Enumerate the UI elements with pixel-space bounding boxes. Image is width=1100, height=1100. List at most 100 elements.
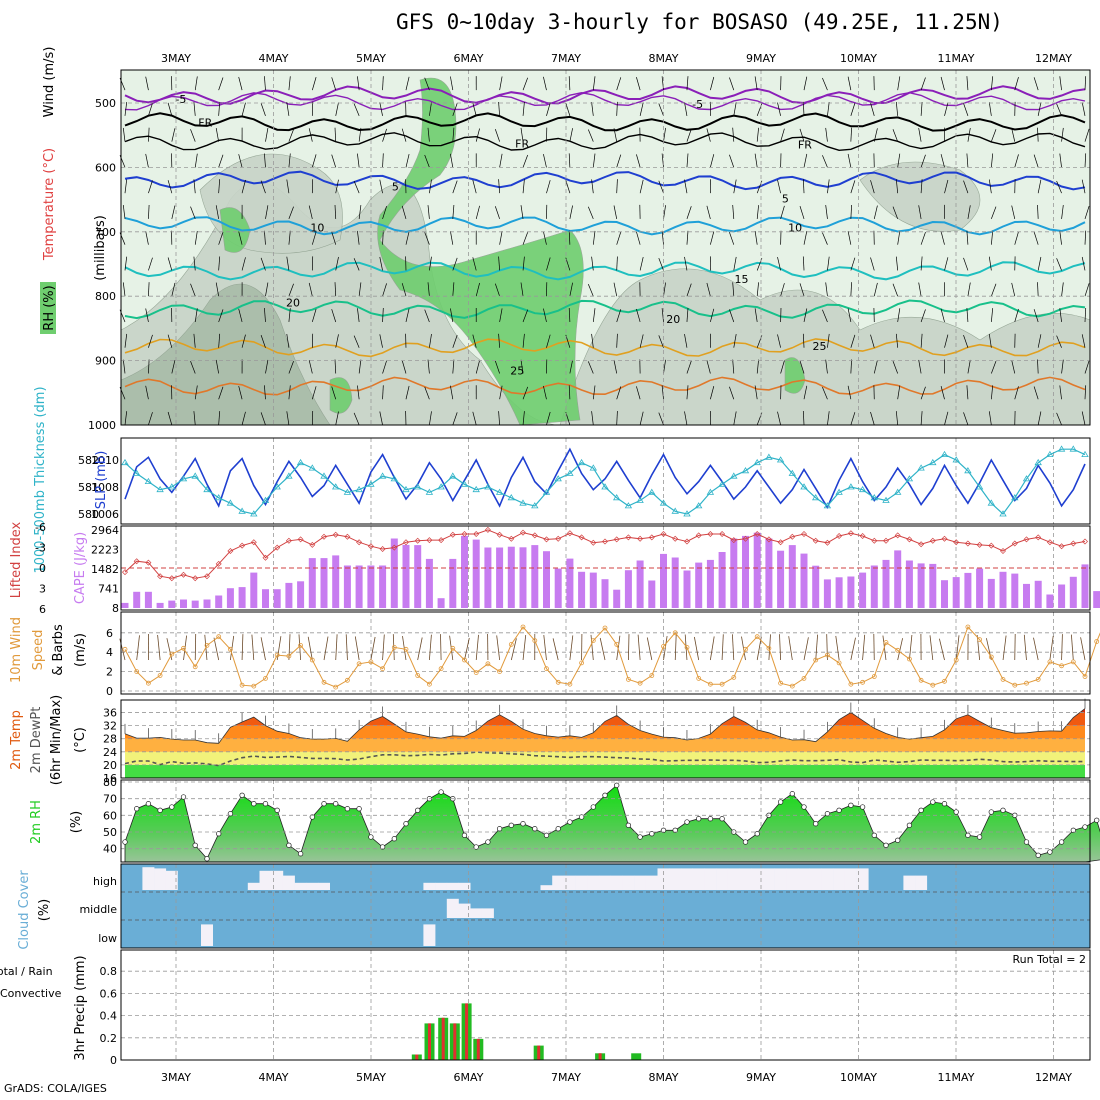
cape-bar bbox=[1081, 564, 1089, 608]
wind-barb bbox=[802, 410, 805, 426]
slp-tick-label: 1010 bbox=[91, 454, 119, 467]
wind-speed-marker bbox=[766, 645, 772, 651]
wind-barb bbox=[543, 385, 547, 400]
lifted-index-marker bbox=[602, 538, 608, 545]
cloud-cell-high bbox=[318, 882, 330, 890]
wind-barb bbox=[193, 333, 196, 348]
isotherm-line bbox=[124, 216, 1086, 236]
isotherm-line bbox=[124, 299, 1086, 320]
thickness-marker bbox=[847, 483, 855, 490]
wind-barb bbox=[308, 360, 313, 374]
precip-convective-bar bbox=[476, 1038, 480, 1060]
wind-barb-10m bbox=[1023, 634, 1027, 661]
wind-barb bbox=[918, 359, 922, 374]
thickness-marker bbox=[507, 494, 516, 501]
wind-barb bbox=[729, 77, 735, 91]
thickness-marker bbox=[718, 480, 726, 487]
wind-barb bbox=[710, 154, 715, 168]
lifted-index-marker bbox=[894, 532, 901, 539]
wind-barb bbox=[472, 334, 477, 348]
wind-barb bbox=[424, 309, 430, 323]
wind-barb bbox=[357, 385, 360, 400]
cape-bar bbox=[332, 555, 340, 608]
rh-marker bbox=[719, 816, 725, 822]
wind-barb bbox=[592, 385, 596, 400]
cape-bar bbox=[449, 558, 457, 608]
thickness-marker bbox=[882, 496, 890, 503]
y-tick-label: 900 bbox=[95, 355, 116, 368]
wind-barb bbox=[569, 282, 573, 297]
lifted-index-marker bbox=[133, 558, 140, 565]
wind-barb bbox=[661, 230, 664, 245]
cape-bar bbox=[1046, 594, 1054, 608]
wind-barb bbox=[264, 76, 266, 91]
wind-barb bbox=[379, 256, 383, 271]
wind-barb bbox=[966, 230, 969, 245]
wind-barb bbox=[803, 231, 808, 245]
wind-barb bbox=[587, 129, 594, 142]
thickness-tick-label: 581 bbox=[78, 481, 99, 494]
wind-barb bbox=[260, 412, 266, 426]
cloud-cell-high bbox=[821, 868, 834, 890]
wind-speed-marker bbox=[403, 646, 409, 652]
date-label-top: 6MAY bbox=[454, 52, 484, 65]
wind-barb bbox=[780, 205, 785, 220]
wind-barb bbox=[991, 283, 997, 297]
wind-barb bbox=[427, 127, 430, 142]
cloud-cell-high bbox=[915, 875, 928, 890]
cloud-cell-high bbox=[833, 868, 846, 890]
wind-barb bbox=[522, 256, 525, 271]
wind-barb bbox=[1014, 231, 1019, 245]
thickness-marker bbox=[952, 456, 960, 463]
thickness-marker bbox=[577, 458, 586, 466]
wind-barb bbox=[145, 385, 149, 400]
wind-barb bbox=[543, 308, 547, 323]
wind-barb-10m bbox=[897, 638, 903, 661]
rh-marker bbox=[274, 807, 280, 813]
thickness-marker bbox=[940, 450, 949, 457]
cape-axis-label: CAPE (J/kg) bbox=[73, 532, 88, 604]
cloud-cell-high bbox=[154, 868, 167, 890]
lifted-index-marker bbox=[356, 539, 363, 546]
wind-speed-marker bbox=[1024, 680, 1029, 686]
wind-barb bbox=[265, 282, 269, 297]
wind-barb bbox=[472, 102, 477, 116]
wind-barb-10m bbox=[803, 637, 809, 661]
thickness-marker bbox=[226, 499, 235, 506]
wind-barb bbox=[124, 102, 128, 116]
rh2m-frame bbox=[120, 779, 1091, 863]
lifted-index-marker bbox=[297, 536, 304, 543]
wind-barb bbox=[568, 76, 571, 91]
thickness-marker bbox=[542, 488, 551, 495]
cloud-cell-high bbox=[762, 868, 775, 890]
wind-barb bbox=[218, 77, 224, 91]
thickness-marker bbox=[624, 502, 633, 509]
rh-marker bbox=[824, 811, 831, 817]
rh-marker bbox=[286, 842, 292, 848]
wind-barb bbox=[520, 127, 524, 142]
wind-speed-marker bbox=[344, 677, 350, 683]
wind-barb bbox=[754, 230, 758, 245]
wind-barb bbox=[148, 127, 150, 142]
rh-marker bbox=[134, 806, 140, 812]
wind-speed-marker bbox=[871, 674, 877, 679]
wind-barb bbox=[658, 335, 664, 348]
wind-barb bbox=[1061, 127, 1064, 142]
wind-speed-marker bbox=[251, 683, 257, 689]
date-label-bottom: 10MAY bbox=[840, 1071, 877, 1084]
wind-barb bbox=[405, 154, 410, 168]
wind-speed-marker bbox=[145, 680, 151, 686]
rh-marker bbox=[813, 821, 819, 827]
wind-barb bbox=[895, 411, 899, 426]
thickness-marker bbox=[601, 483, 609, 490]
wind-barb bbox=[498, 101, 500, 116]
lifted-index-marker bbox=[929, 537, 936, 544]
date-label-top: 11MAY bbox=[938, 52, 975, 65]
wind-barb bbox=[215, 128, 220, 142]
wind-speed-marker bbox=[192, 664, 198, 670]
wind-speed-marker bbox=[754, 634, 760, 640]
isotherm-line bbox=[124, 132, 1086, 152]
wind-barb bbox=[825, 205, 828, 219]
wind-barb bbox=[777, 257, 781, 271]
wind-speed-marker bbox=[626, 677, 631, 682]
